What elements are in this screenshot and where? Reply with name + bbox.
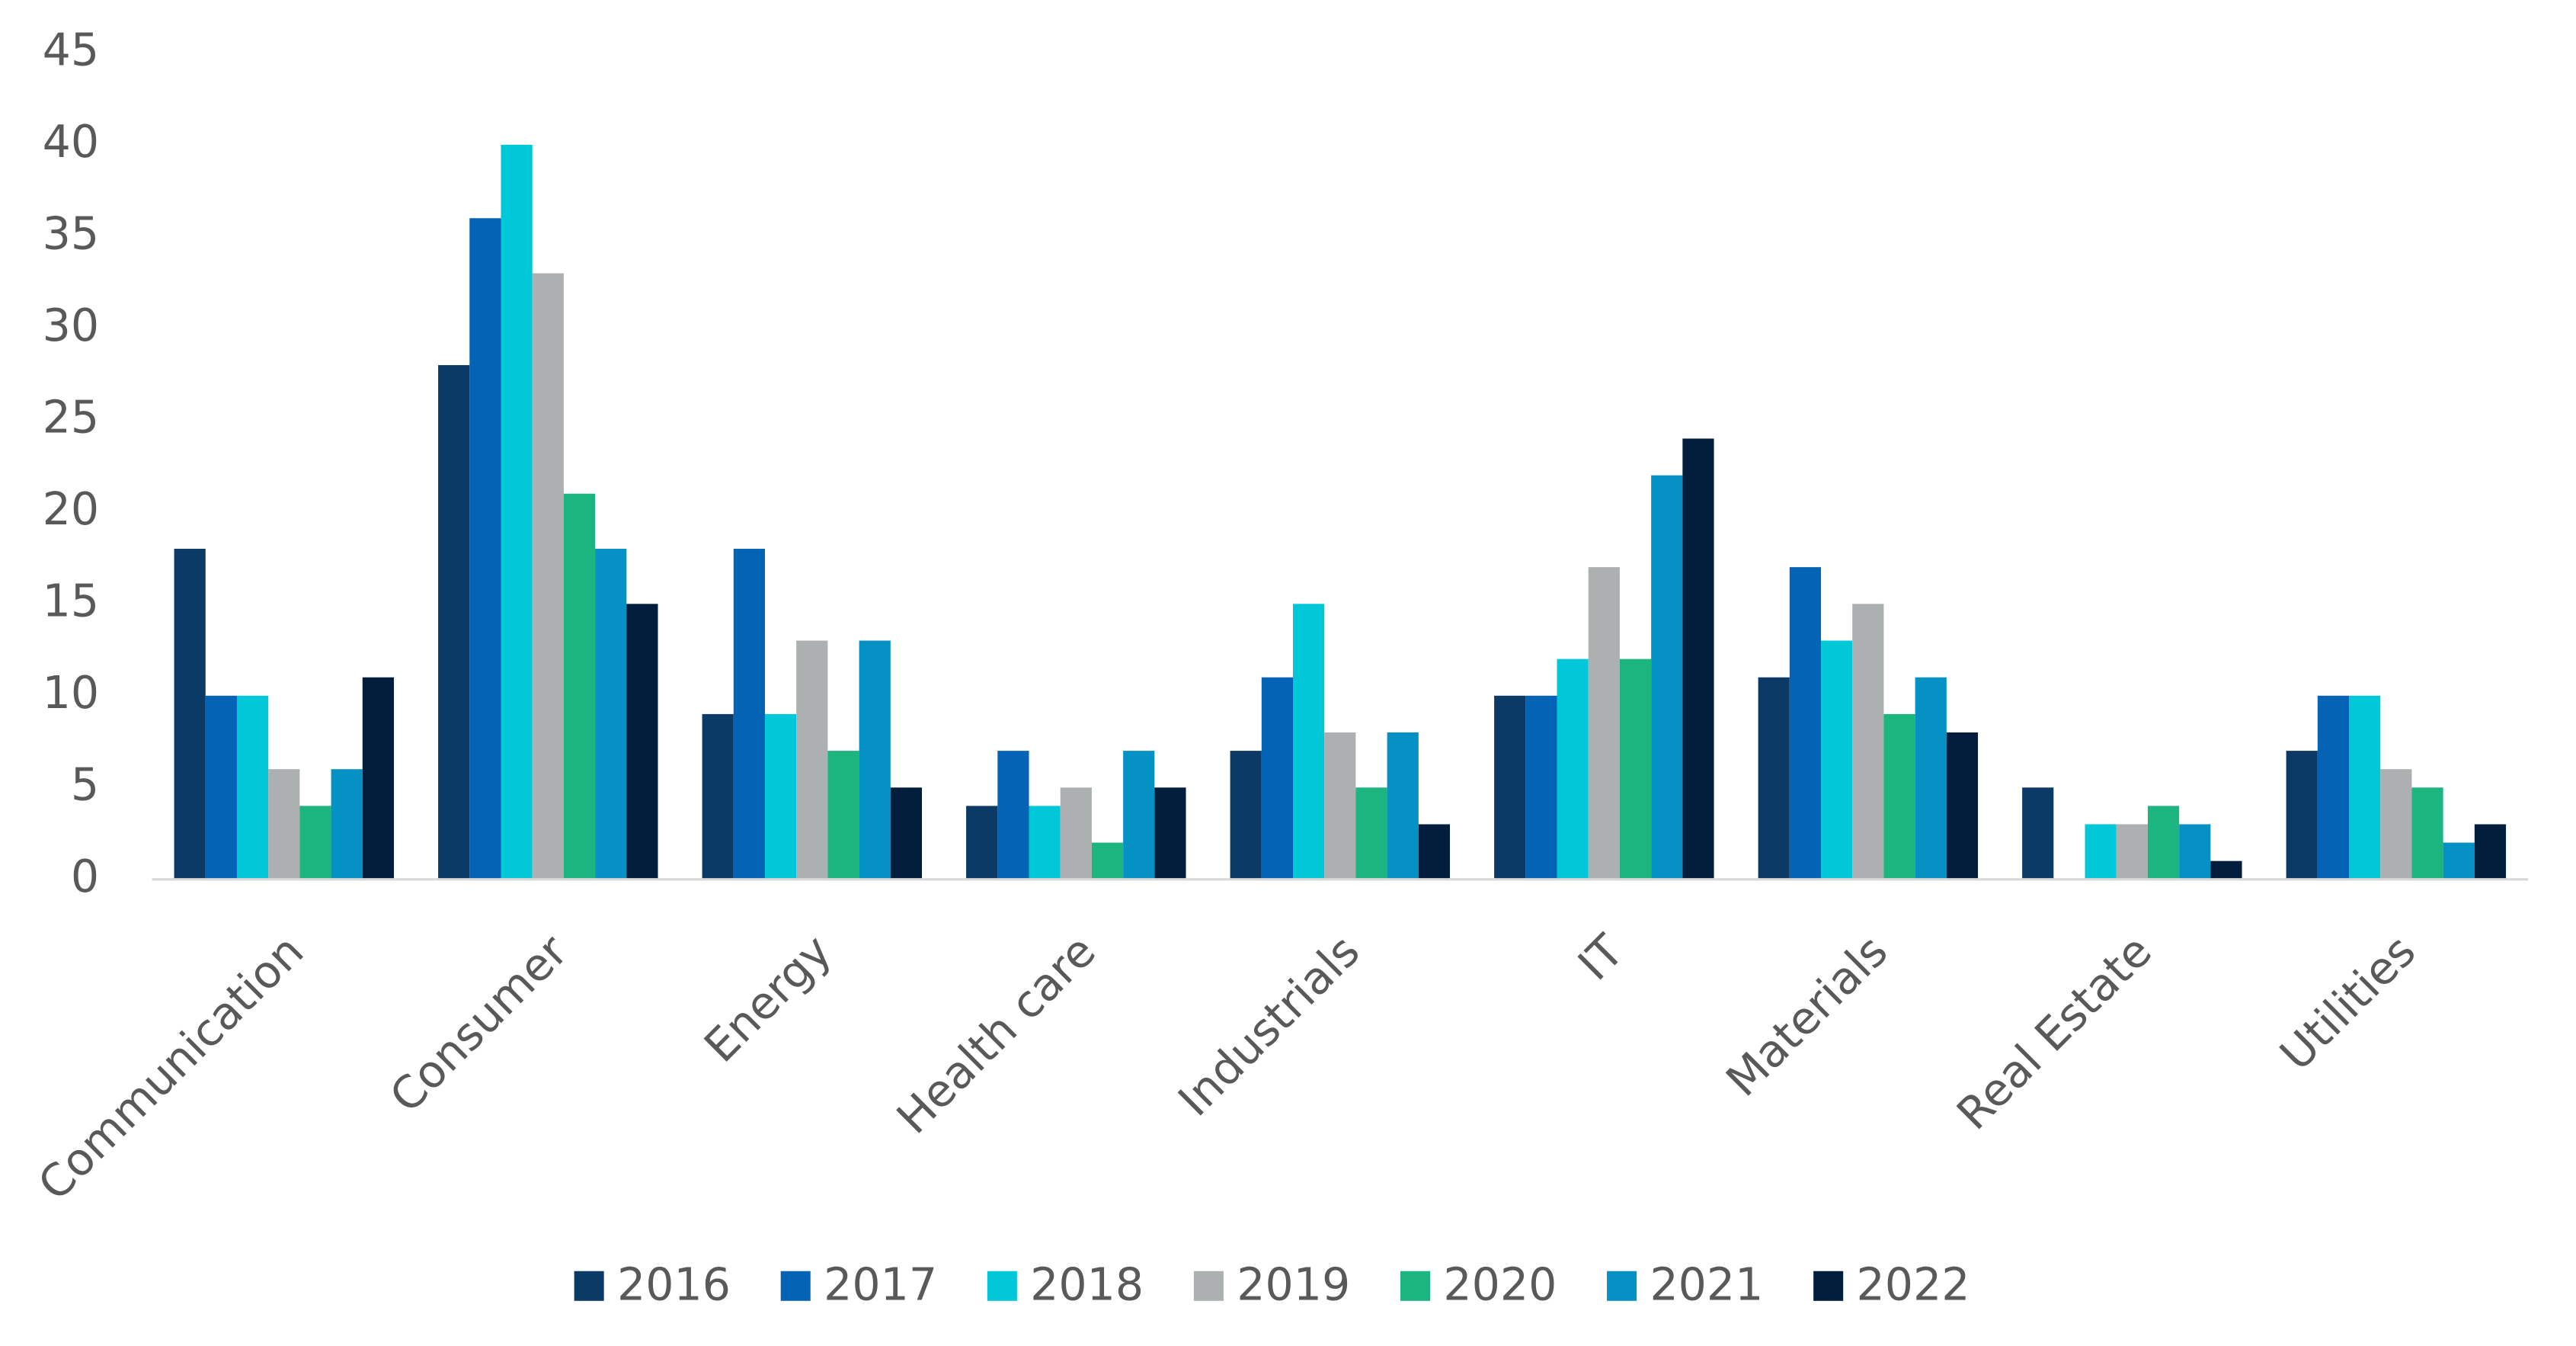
bar: [764, 713, 797, 880]
legend-swatch: [1400, 1271, 1431, 1301]
bar: [1821, 640, 1853, 880]
bar: [1387, 732, 1419, 880]
bar: [1154, 787, 1186, 880]
x-tick-label: Energy: [694, 925, 841, 1072]
bar: [1355, 787, 1387, 880]
y-tick-label: 30: [43, 300, 100, 351]
bar: [1852, 604, 1884, 880]
bar: [1651, 475, 1683, 880]
bar: [1588, 567, 1620, 880]
bar: [890, 787, 923, 880]
legend-label: 2022: [1857, 1259, 1970, 1311]
bar: [2022, 787, 2054, 880]
bar: [2474, 824, 2507, 880]
bar: [997, 751, 1029, 880]
bar: [859, 640, 891, 880]
bar: [796, 640, 828, 880]
bar: [2286, 751, 2318, 880]
y-tick-label: 15: [43, 575, 100, 627]
x-tick-label: Real Estate: [1947, 925, 2162, 1140]
bar: [1758, 677, 1790, 880]
bar: [1060, 787, 1092, 880]
bar: [733, 549, 765, 880]
bar: [1091, 842, 1124, 880]
y-tick-label: 25: [43, 391, 100, 443]
bar: [469, 218, 501, 880]
bar: [1619, 659, 1652, 880]
bar: [1494, 695, 1526, 880]
legend-label: 2018: [1030, 1259, 1144, 1311]
bar: [1123, 751, 1155, 880]
bar: [2179, 824, 2211, 880]
y-tick-label: 0: [71, 851, 99, 902]
bar: [2116, 824, 2148, 880]
y-tick-label: 10: [43, 667, 100, 719]
bar: [331, 769, 363, 880]
x-tick-label: Consumer: [380, 925, 578, 1123]
bar: [2411, 787, 2443, 880]
bar: [1261, 677, 1294, 880]
bar: [1293, 604, 1325, 880]
legend-label: 2017: [824, 1259, 937, 1311]
bar: [1230, 751, 1262, 880]
x-tick-label: Communication: [28, 925, 313, 1210]
x-tick-label: IT: [1568, 925, 1634, 991]
bar: [2210, 860, 2242, 880]
bar: [2317, 695, 2350, 880]
bar: [1557, 659, 1589, 880]
bar: [362, 677, 394, 880]
bar: [1525, 695, 1557, 880]
bar: [1789, 567, 1822, 880]
bar: [532, 273, 564, 880]
x-tick-label: Industrials: [1169, 925, 1370, 1126]
bar: [2380, 769, 2412, 880]
bar: [1883, 713, 1915, 880]
bar: [174, 549, 206, 880]
legend-label: 2020: [1443, 1259, 1557, 1311]
y-tick-label: 35: [43, 207, 100, 259]
y-tick-label: 5: [71, 758, 99, 810]
bar: [1946, 732, 1979, 880]
x-tick-label: Health care: [887, 925, 1106, 1144]
y-tick-label: 20: [43, 483, 100, 535]
bar: [299, 806, 331, 880]
bar: [702, 713, 734, 880]
bar: [2147, 806, 2180, 880]
bar: [205, 695, 237, 880]
bar: [966, 806, 998, 880]
bar: [1682, 438, 1714, 880]
legend-swatch: [574, 1271, 604, 1301]
bar: [1324, 732, 1356, 880]
bar: [2349, 695, 2381, 880]
legend-label: 2019: [1237, 1259, 1350, 1311]
bar: [2085, 824, 2117, 880]
bar: [501, 144, 533, 880]
legend-label: 2021: [1650, 1259, 1763, 1311]
bar: [236, 695, 269, 880]
legend-swatch: [1813, 1271, 1844, 1301]
bar: [827, 751, 859, 880]
bar: [2443, 842, 2475, 880]
bar: [595, 549, 627, 880]
y-tick-label: 45: [43, 24, 100, 76]
bar: [268, 769, 300, 880]
bar: [626, 604, 658, 880]
x-tick-label: Utilities: [2270, 925, 2426, 1081]
x-tick-label: Materials: [1717, 925, 1898, 1107]
bar: [563, 493, 596, 880]
bar: [1418, 824, 1451, 880]
legend-swatch: [987, 1271, 1017, 1301]
legend-swatch: [1607, 1271, 1637, 1301]
bar: [1029, 806, 1061, 880]
legend-swatch: [780, 1271, 811, 1301]
legend-label: 2016: [617, 1259, 731, 1311]
bar: [1915, 677, 1947, 880]
bar: [438, 365, 470, 880]
legend-swatch: [1193, 1271, 1224, 1301]
y-tick-label: 40: [43, 116, 100, 168]
